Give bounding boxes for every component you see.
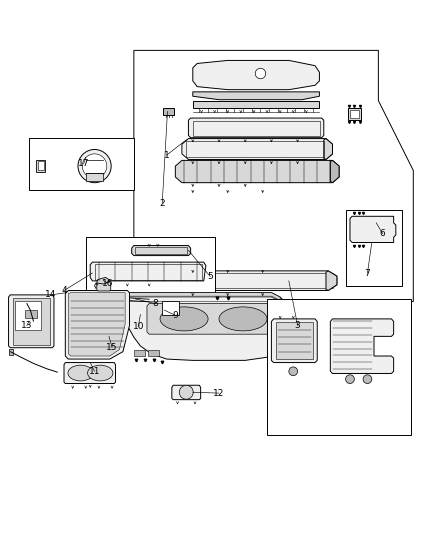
Polygon shape <box>68 293 125 356</box>
Polygon shape <box>172 385 201 400</box>
Polygon shape <box>163 108 174 115</box>
Ellipse shape <box>88 365 113 381</box>
Text: 16: 16 <box>102 279 113 288</box>
Polygon shape <box>326 271 337 290</box>
Bar <box>25 310 37 318</box>
Polygon shape <box>330 160 339 183</box>
Circle shape <box>363 375 372 384</box>
Circle shape <box>78 149 111 183</box>
Bar <box>267 299 411 434</box>
Bar <box>350 110 359 118</box>
Text: 15: 15 <box>106 343 118 352</box>
Bar <box>15 302 41 330</box>
Polygon shape <box>97 282 111 291</box>
Text: 6: 6 <box>380 229 385 238</box>
Polygon shape <box>193 101 319 108</box>
Circle shape <box>255 68 266 79</box>
Text: 8: 8 <box>153 299 159 308</box>
Text: 10: 10 <box>132 322 144 331</box>
Polygon shape <box>90 262 206 281</box>
Polygon shape <box>173 271 337 290</box>
Text: 12: 12 <box>213 389 225 398</box>
Text: 1: 1 <box>164 151 170 160</box>
Bar <box>276 322 313 359</box>
Bar <box>134 350 145 356</box>
Ellipse shape <box>68 365 93 381</box>
Polygon shape <box>350 216 396 243</box>
Bar <box>86 173 103 181</box>
Polygon shape <box>64 362 116 384</box>
Text: 2: 2 <box>159 199 165 208</box>
Bar <box>346 210 403 286</box>
Bar <box>162 301 179 314</box>
Bar <box>177 273 332 288</box>
Circle shape <box>289 367 297 376</box>
Polygon shape <box>348 108 361 120</box>
Text: 14: 14 <box>45 290 57 300</box>
Polygon shape <box>324 139 332 159</box>
Polygon shape <box>330 319 394 374</box>
Polygon shape <box>132 246 191 256</box>
Polygon shape <box>112 293 280 301</box>
Bar <box>9 350 13 354</box>
Text: 11: 11 <box>89 367 100 376</box>
Polygon shape <box>112 293 291 360</box>
Ellipse shape <box>273 311 286 331</box>
Ellipse shape <box>160 307 208 331</box>
Text: 9: 9 <box>173 311 178 320</box>
Polygon shape <box>193 60 319 90</box>
Ellipse shape <box>219 307 267 331</box>
Polygon shape <box>175 160 339 183</box>
Polygon shape <box>188 118 324 138</box>
Bar <box>29 138 134 190</box>
Polygon shape <box>182 139 332 159</box>
Bar <box>135 247 187 254</box>
Bar <box>193 121 320 135</box>
Circle shape <box>346 375 354 384</box>
Text: 4: 4 <box>61 286 67 295</box>
Circle shape <box>179 385 193 399</box>
Bar <box>95 264 202 280</box>
Bar <box>148 350 159 356</box>
Polygon shape <box>147 304 274 334</box>
Bar <box>36 159 45 172</box>
Circle shape <box>82 154 107 179</box>
Polygon shape <box>9 295 54 348</box>
Text: 13: 13 <box>21 321 33 330</box>
Polygon shape <box>272 319 317 362</box>
Bar <box>13 298 50 345</box>
Text: 5: 5 <box>207 272 213 281</box>
Polygon shape <box>65 290 130 359</box>
Text: 17: 17 <box>78 159 89 168</box>
Text: 3: 3 <box>295 321 300 330</box>
Bar <box>186 141 324 157</box>
Polygon shape <box>193 92 319 100</box>
Text: 7: 7 <box>364 269 370 278</box>
Bar <box>86 237 215 294</box>
Bar <box>38 161 44 171</box>
Polygon shape <box>97 277 109 284</box>
